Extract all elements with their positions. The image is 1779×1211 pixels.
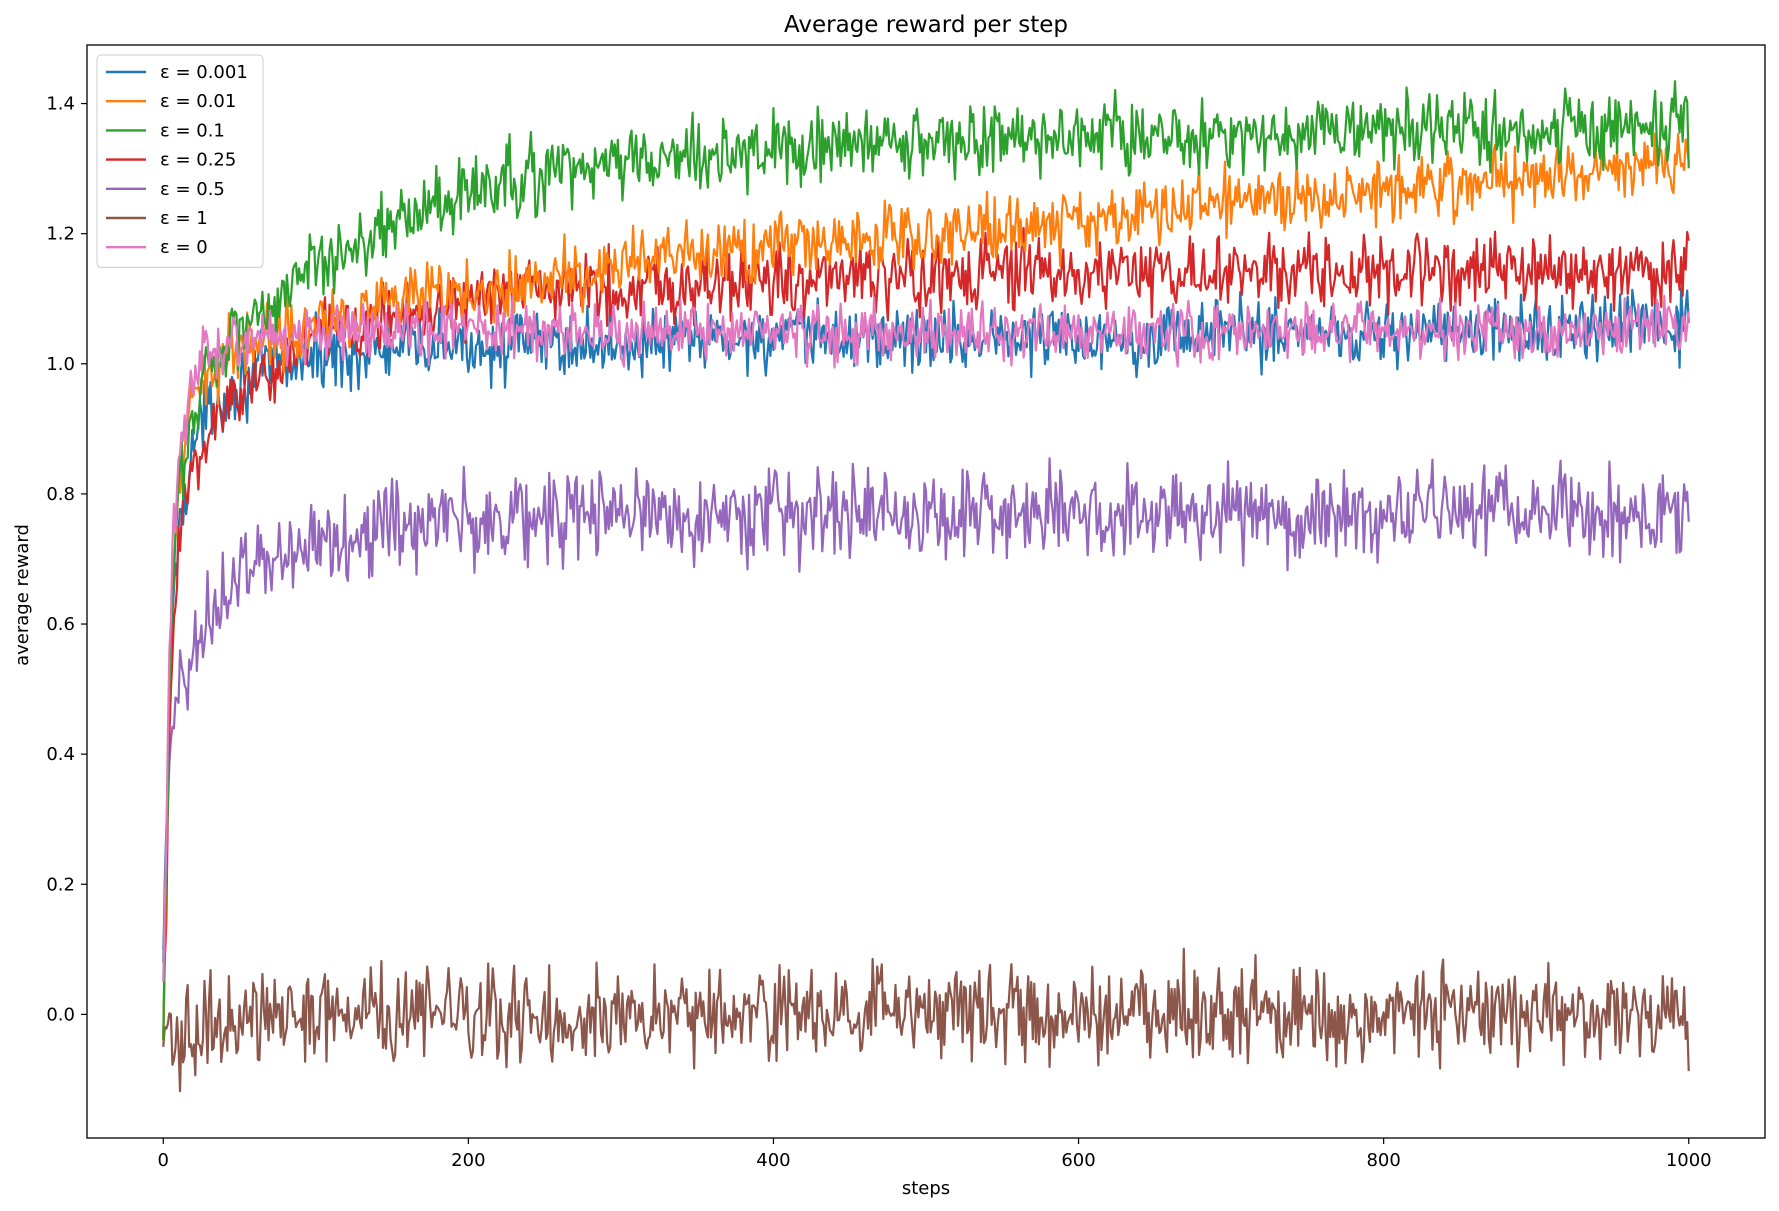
y-tick-label: 1.2 <box>46 224 75 245</box>
y-tick-label: 0.0 <box>46 1004 75 1025</box>
legend-label: ε = 1 <box>160 208 208 229</box>
legend-box <box>96 54 264 268</box>
series-line-4 <box>162 457 1690 950</box>
x-tick-label: 1000 <box>1666 1150 1712 1171</box>
series-line-6 <box>162 294 1690 982</box>
y-tick-label: 0.4 <box>46 744 75 765</box>
y-tick-label: 0.8 <box>46 484 75 505</box>
y-tick-label: 0.2 <box>46 874 75 895</box>
series-line-2 <box>162 80 1690 1041</box>
series-line-5 <box>162 947 1690 1093</box>
legend-label: ε = 0.1 <box>160 120 225 141</box>
y-tick-label: 1.0 <box>46 354 75 375</box>
x-tick-label: 600 <box>1061 1150 1095 1171</box>
x-axis: 0 200 400 600 800 1000 <box>158 1138 1712 1171</box>
series-line-1 <box>162 132 1690 1041</box>
x-tick-label: 0 <box>158 1150 169 1171</box>
y-tick-label: 1.4 <box>46 94 75 115</box>
x-axis-label: steps <box>902 1178 950 1199</box>
legend-label: ε = 0.25 <box>160 150 236 171</box>
x-tick-label: 800 <box>1366 1150 1400 1171</box>
chart-title: Average reward per step <box>784 12 1068 38</box>
axes-frame <box>86 44 1766 1139</box>
series-line-3 <box>162 226 1690 1041</box>
y-axis-label: average reward <box>12 524 33 666</box>
legend-label: ε = 0.001 <box>160 62 248 83</box>
y-axis: 0.0 0.2 0.4 0.6 0.8 1.0 1.2 1.4 <box>46 94 87 1025</box>
legend: ε = 0.001 ε = 0.01 ε = 0.1 ε = 0.25 ε = 0.5 ε… <box>96 54 264 268</box>
x-tick-label: 200 <box>451 1150 485 1171</box>
y-tick-label: 0.6 <box>46 614 75 635</box>
series-layer <box>162 80 1690 1093</box>
legend-label: ε = 0 <box>160 237 208 258</box>
x-tick-label: 400 <box>756 1150 790 1171</box>
legend-label: ε = 0.01 <box>160 91 236 112</box>
legend-label: ε = 0.5 <box>160 179 225 200</box>
series-line-0 <box>162 287 1690 963</box>
